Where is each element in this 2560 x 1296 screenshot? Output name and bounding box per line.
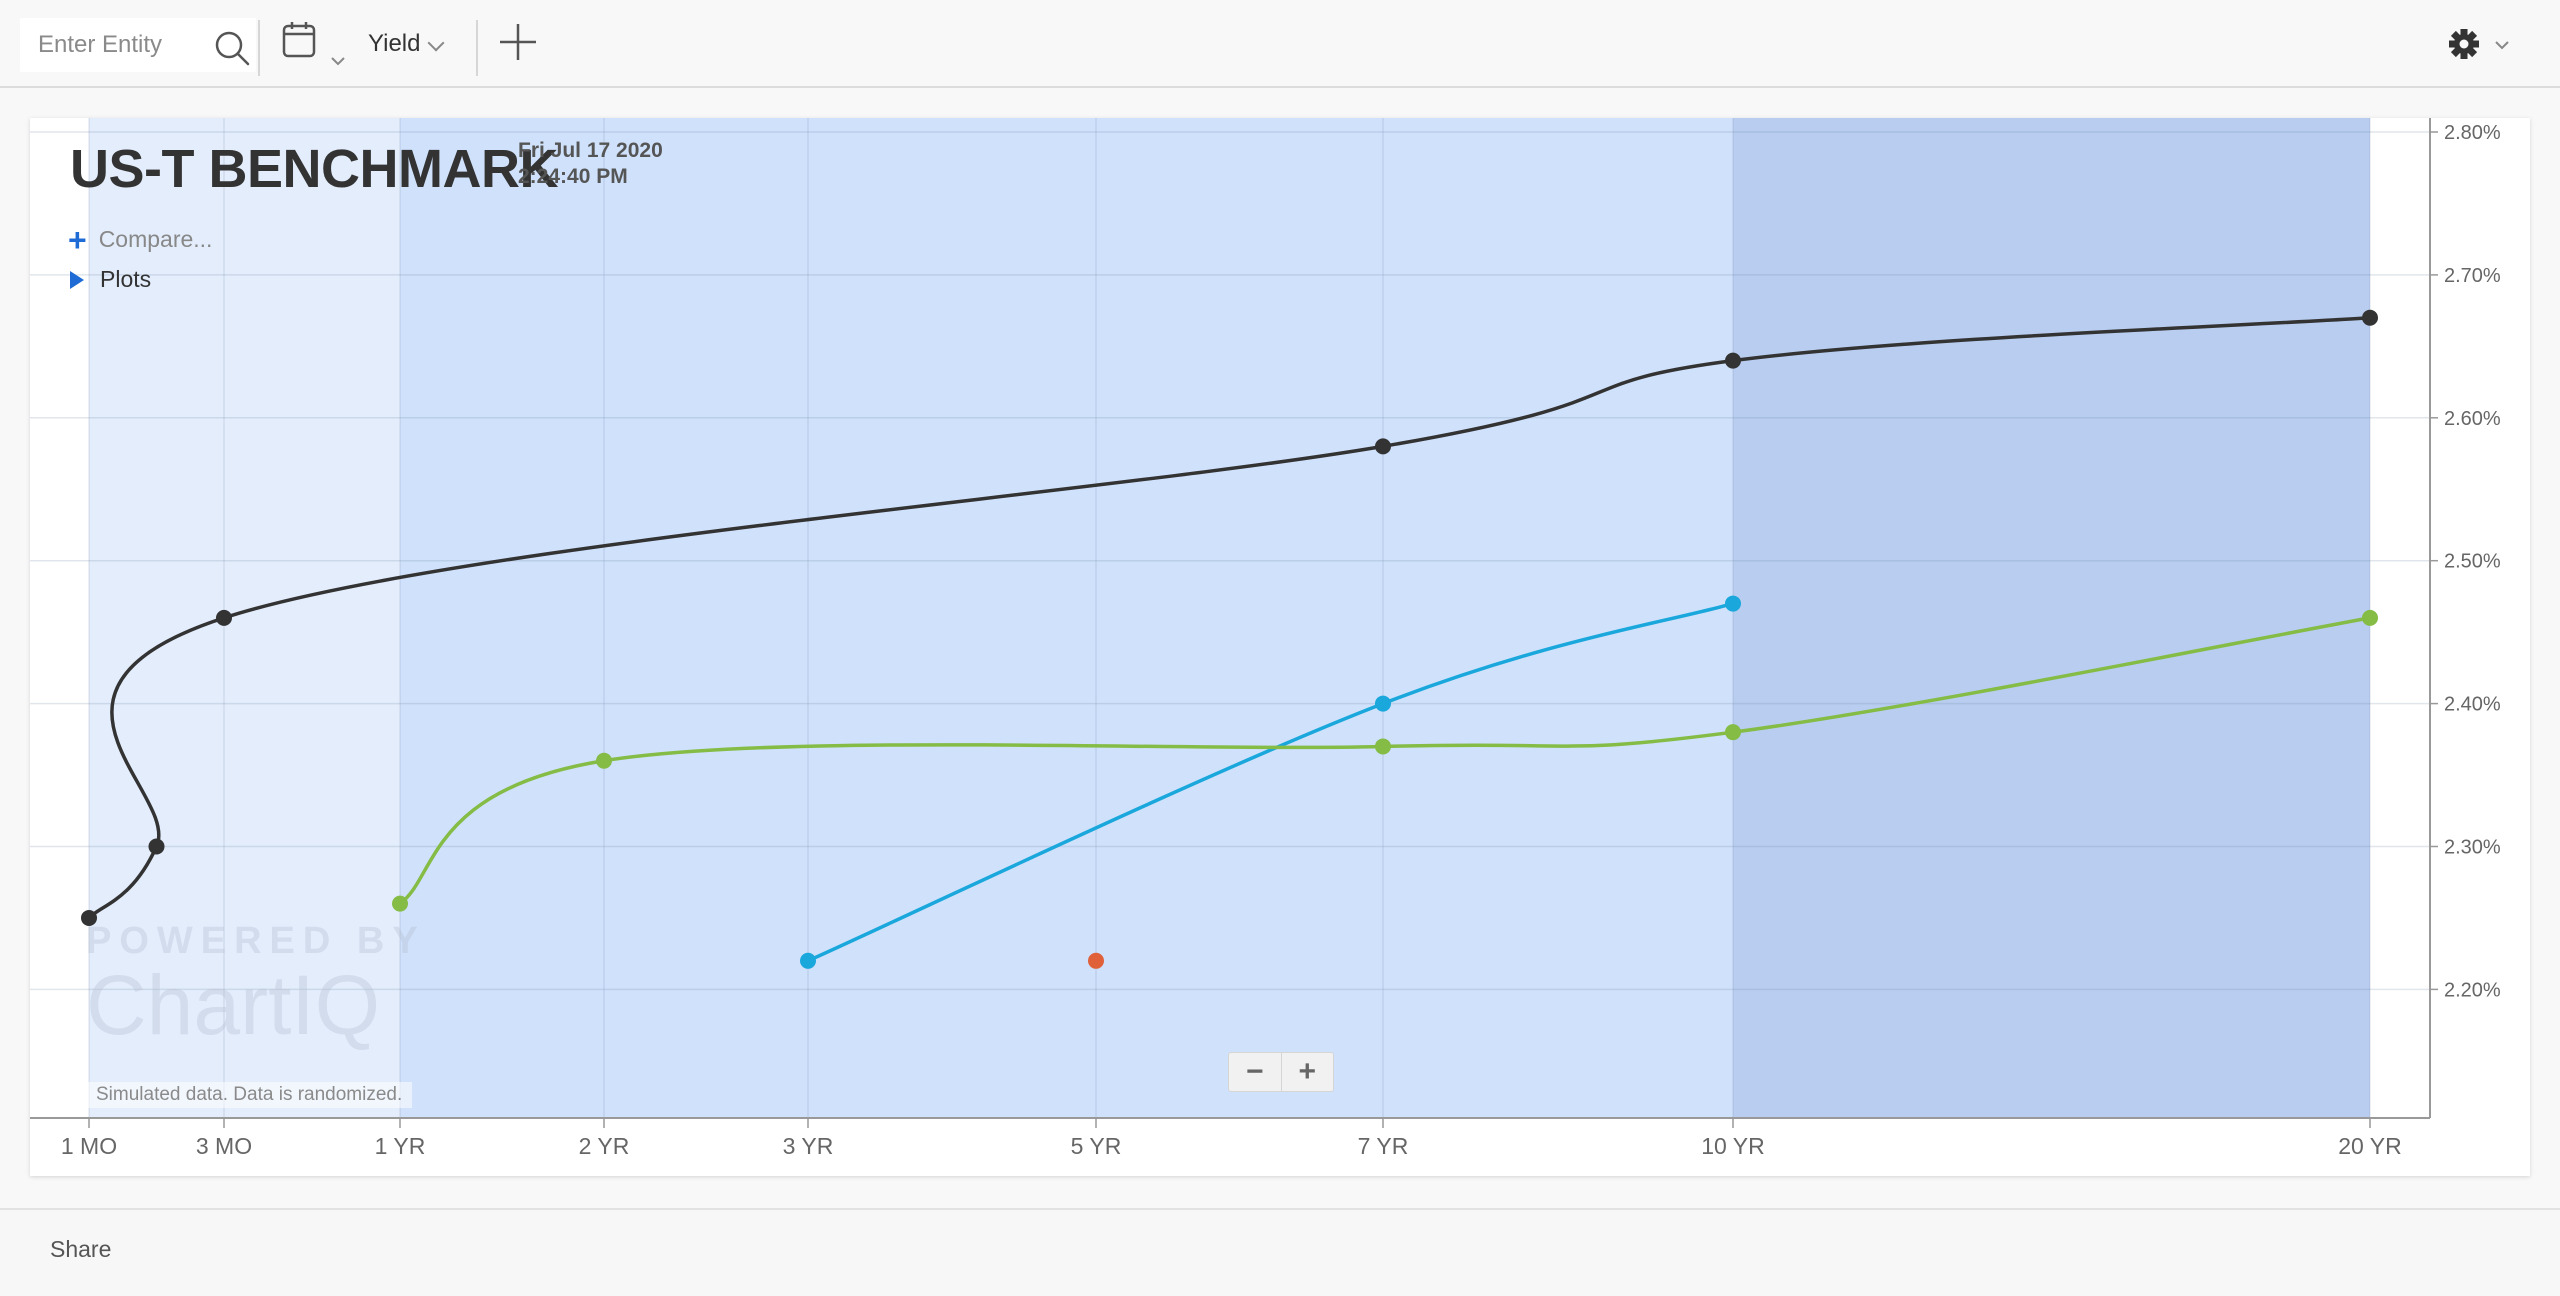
zoom-controls: − + <box>1228 1052 1334 1092</box>
series-0-point-2 <box>216 609 232 626</box>
top-toolbar: Yield <box>0 0 2560 88</box>
watermark-top: POWERED BY <box>86 920 426 962</box>
chart-date: Fri Jul 17 2020 <box>518 139 663 162</box>
x-tick-label: 10 YR <box>1701 1133 1765 1159</box>
series-2-point-0 <box>392 895 408 912</box>
share-button[interactable]: Share <box>50 1236 112 1262</box>
plots-label: Plots <box>100 266 152 292</box>
series-line-1 <box>807 601 1734 963</box>
plus-icon: + <box>68 221 87 258</box>
y-tick-label: 2.80% <box>2444 122 2501 144</box>
watermark-logo: ChartIQ <box>86 958 381 1052</box>
watermark: POWERED BY ChartIQ <box>86 920 426 1054</box>
y-tick-label: 2.40% <box>2444 694 2501 716</box>
footer-bar: Share <box>0 1208 2560 1296</box>
compare-label: Compare... <box>98 226 213 252</box>
series-1-point-2 <box>1725 595 1741 612</box>
chart-title: US-T BENCHMARK <box>70 139 558 199</box>
y-tick-label: 2.70% <box>2444 265 2501 287</box>
toolbar-divider <box>476 20 478 76</box>
compare-button[interactable]: + Compare... <box>68 221 213 258</box>
series-1-point-1 <box>1375 695 1391 712</box>
plots-toggle[interactable]: Plots <box>70 266 151 293</box>
yield-curve-chart[interactable]: 2.20% 2.30% 2.40% 2.50% 2.60% 2.70% 2.80% 1 MO 3… <box>30 118 2530 1176</box>
chart-band-2 <box>1733 118 2370 1118</box>
series-0-point-0 <box>81 909 97 926</box>
series-2-point-3 <box>1725 724 1741 741</box>
series-2-point-1 <box>596 752 612 769</box>
x-tick-label: 20 YR <box>2338 1133 2402 1159</box>
chart-datetime: Fri Jul 17 2020 2:24:40 PM <box>518 138 663 190</box>
x-tick-label: 3 MO <box>196 1133 252 1159</box>
settings-button[interactable] <box>2440 22 2520 66</box>
series-0-point-4 <box>1725 352 1741 369</box>
chart-time: 2:24:40 PM <box>518 165 628 188</box>
series-0-point-5 <box>2362 309 2378 326</box>
series-2-point-4 <box>2362 609 2378 626</box>
add-button[interactable] <box>496 20 540 64</box>
plus-icon <box>500 24 536 60</box>
series-3-point-0 <box>1088 952 1104 969</box>
x-tick-label: 5 YR <box>1071 1133 1122 1159</box>
yield-dropdown[interactable]: Yield <box>368 24 445 64</box>
search-icon[interactable] <box>212 28 252 68</box>
chart-band-1 <box>400 118 1733 1118</box>
x-tick-label: 1 YR <box>375 1133 426 1159</box>
gear-icon <box>2449 29 2509 59</box>
series-0-point-3 <box>1375 438 1391 455</box>
search-box <box>20 18 256 72</box>
y-tick-label: 2.20% <box>2444 979 2501 1001</box>
yield-label: Yield <box>368 30 421 57</box>
chart-panel: 2.20% 2.30% 2.40% 2.50% 2.60% 2.70% 2.80% 1 MO 3… <box>30 118 2530 1176</box>
toolbar-divider <box>258 20 260 76</box>
y-tick-label: 2.60% <box>2444 408 2501 430</box>
x-tick-label: 1 MO <box>61 1133 117 1159</box>
series-1-point-0 <box>800 952 816 969</box>
zoom-in-button[interactable]: + <box>1280 1053 1334 1091</box>
y-tick-label: 2.50% <box>2444 551 2501 573</box>
x-tick-label: 3 YR <box>783 1133 834 1159</box>
x-tick-label: 2 YR <box>579 1133 630 1159</box>
y-tick-label: 2.30% <box>2444 836 2501 858</box>
calendar-icon <box>282 22 345 66</box>
calendar-button[interactable] <box>280 20 350 72</box>
series-2-point-2 <box>1375 738 1391 755</box>
series-line-0 <box>87 316 2371 920</box>
series-0-point-1 <box>148 838 165 855</box>
simulated-data-note: Simulated data. Data is randomized. <box>86 1082 413 1108</box>
triangle-right-icon <box>70 270 84 289</box>
zoom-out-button[interactable]: − <box>1245 1055 1264 1088</box>
chart-band-0 <box>89 118 400 1118</box>
search-input[interactable] <box>38 28 198 62</box>
chevron-down-icon <box>427 34 445 52</box>
x-tick-label: 7 YR <box>1358 1133 1409 1159</box>
